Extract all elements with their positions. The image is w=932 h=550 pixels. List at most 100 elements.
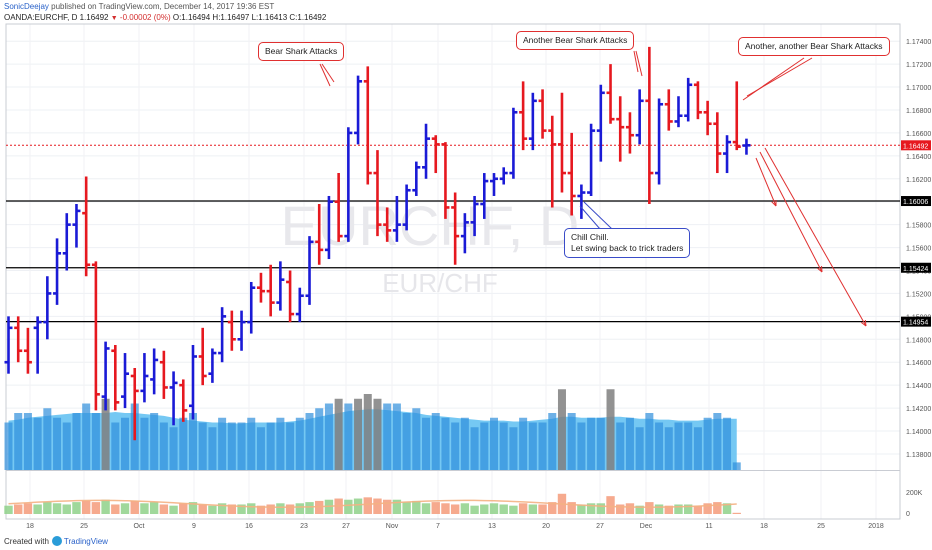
date-tick-label: 13 <box>488 523 496 530</box>
ohlc-bar <box>169 371 178 426</box>
last-price: 1.16492 <box>79 13 109 22</box>
price-axis: 1.17400 1.17200 1.17000 1.16800 1.16600 1.164… <box>26 39 931 530</box>
oscillator-bar <box>120 503 130 514</box>
ohlc-bar <box>295 287 304 323</box>
oscillator-bar <box>344 499 353 514</box>
ohlc-bar <box>305 236 314 305</box>
ohlc-bar <box>392 195 401 242</box>
ohlc-bar <box>451 192 460 265</box>
price-tick-label: 1.15200 <box>906 291 931 298</box>
oscillator-bar <box>363 497 372 514</box>
symbol-header: OANDA:EURCHF, D 1.16492 ▼ -0.00002 (0%) … <box>4 13 326 22</box>
ohlc-bar <box>82 176 91 277</box>
ohlc-bar <box>470 195 479 237</box>
annotation-bear-shark-2[interactable]: Another Bear Shark Attacks <box>516 31 635 50</box>
volume-bar <box>247 417 256 470</box>
annotation-text: Another, another Bear Shark Attacks <box>745 41 883 51</box>
date-tick-label: Nov <box>386 523 399 530</box>
oscillator-bar <box>111 504 120 514</box>
ohlc-bar <box>324 195 333 260</box>
price-tick-label: 1.14400 <box>906 383 931 390</box>
volume-bar <box>606 389 615 470</box>
oscillator-bar <box>645 502 654 514</box>
annotation-bear-shark-3[interactable]: Another, another Bear Shark Attacks <box>738 37 890 56</box>
volume-bar <box>684 422 693 470</box>
volume-bar <box>344 403 353 470</box>
ohlc-bar <box>732 81 741 151</box>
price-tick-label: 1.16800 <box>906 108 931 115</box>
volume-bar <box>276 417 285 470</box>
volume-bar <box>101 398 110 470</box>
date-tick-label: 2018 <box>868 523 884 530</box>
ohlc-bar <box>23 327 32 374</box>
volume-bar <box>402 413 411 470</box>
date-tick-label: 18 <box>26 523 34 530</box>
ohlc-bar <box>703 100 712 136</box>
ohlc-bar <box>596 84 605 162</box>
oscillator-bar <box>480 504 489 514</box>
volume-bar <box>150 413 159 470</box>
date-tick-label: 25 <box>80 523 88 530</box>
oscillator-bar <box>159 504 169 514</box>
volume-bar <box>354 398 363 470</box>
oscillator-bar <box>412 500 421 514</box>
oscillator-bar <box>91 502 101 514</box>
oscillator-bar <box>635 505 644 514</box>
volume-bar <box>538 422 547 470</box>
ohlc-bar <box>4 316 13 374</box>
ohlc-bar <box>111 345 120 411</box>
volume-bar <box>33 417 42 470</box>
ohlc-bar <box>62 213 71 271</box>
ohlc-bar <box>441 142 450 219</box>
ohlc-bar <box>674 96 683 128</box>
annotation-line-1: Chill Chill. <box>571 232 609 242</box>
oscillator-tick-label: 200K <box>906 490 923 497</box>
price-tick-label: 1.16400 <box>906 154 931 161</box>
ohlc-bar <box>490 173 498 196</box>
price-tick-label: 1.14200 <box>906 406 931 413</box>
ohlc-bar <box>130 367 139 441</box>
volume-bar <box>256 427 265 470</box>
annotation-bear-shark-1[interactable]: Bear Shark Attacks <box>258 42 345 61</box>
current-price-label: 1.16492 <box>903 143 928 150</box>
volume-bar <box>334 398 343 470</box>
oscillator-bar <box>227 504 237 514</box>
oscillator-bar <box>654 504 664 514</box>
ohlc-bar <box>140 353 149 403</box>
price-tick-label: 1.14600 <box>906 360 931 367</box>
oscillator-bar <box>625 503 635 514</box>
ohlc-bar <box>53 238 62 305</box>
date-tick-label: 20 <box>542 523 550 530</box>
annotation-connector <box>583 201 613 230</box>
author-link[interactable]: SonicDeejay <box>4 2 49 11</box>
ohlc-bar <box>101 341 110 411</box>
oscillator-ma-line <box>8 499 737 508</box>
ohlc-bar <box>635 89 644 145</box>
tradingview-logo-icon <box>51 536 62 546</box>
price-tick-label: 1.17200 <box>906 62 931 69</box>
annotation-text: Bear Shark Attacks <box>265 46 338 56</box>
volume-bar <box>315 408 324 470</box>
ohlc-bar <box>334 173 343 242</box>
oscillator-bar <box>52 503 62 514</box>
volume-bar <box>14 413 23 470</box>
ohlc-bar <box>91 261 100 411</box>
ohlc-bar <box>655 98 664 185</box>
oscillator-bar <box>713 502 722 514</box>
tradingview-link[interactable]: TradingView <box>63 537 108 546</box>
oscillator-bar <box>101 499 110 514</box>
volume-bar <box>188 413 197 470</box>
oscillator-bar <box>674 504 683 514</box>
volume-bar <box>159 422 168 470</box>
annotation-line-2: Let swing back to trick traders <box>571 243 684 253</box>
price-tick-label: 1.15800 <box>906 223 931 230</box>
oscillator-bar <box>509 505 518 514</box>
oscillator-bar <box>596 503 606 514</box>
ohlc-bar <box>43 276 52 340</box>
volume-bar <box>4 422 13 470</box>
date-tick-label: 27 <box>342 523 350 530</box>
annotation-chill[interactable]: Chill Chill. Let swing back to trick trad… <box>564 228 691 258</box>
volume-bar <box>557 389 566 470</box>
footer-credit: Created with TradingView <box>4 536 108 546</box>
